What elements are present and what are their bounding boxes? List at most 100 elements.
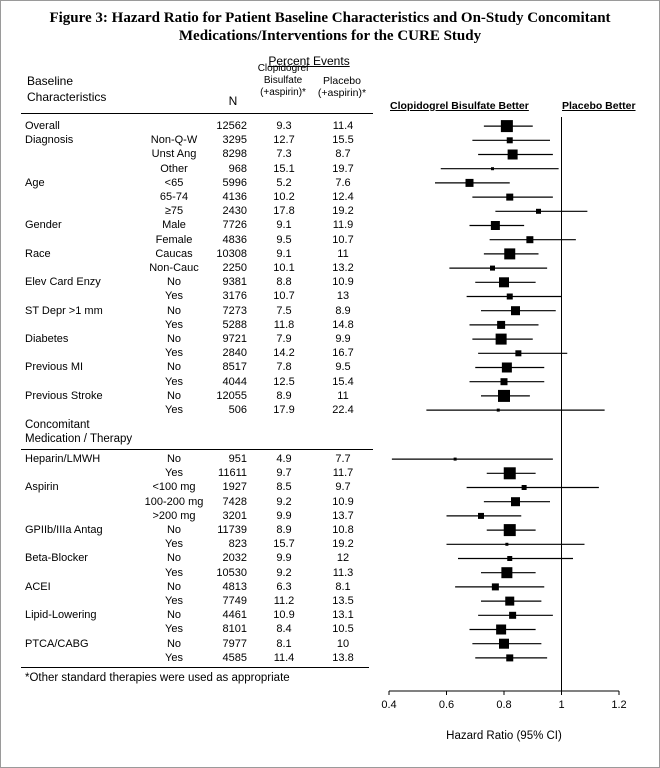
row-placebo-pct: 13.1 [332,609,354,622]
row-subgroup: Yes [165,375,183,388]
row-placebo-pct: 13.2 [332,262,354,274]
row-clopidogrel-pct: 17.9 [273,404,295,416]
row-subgroup: 100-200 mg [144,495,204,508]
hr-marker [504,248,516,260]
row-subgroup: No [166,637,182,650]
row-subgroup: Yes [165,467,183,480]
table-row: Other 968 15.1 19.7 [1,162,373,176]
row-n-value: 12055 [216,389,247,402]
table-row: PTCA/CABG No 7977 8.1 10 [1,637,373,651]
row-subgroup: Yes [165,290,183,303]
row-placebo-pct: 7.6 [335,176,351,189]
row-n-value: 4836 [222,233,247,246]
row-n-value: 7977 [222,637,247,650]
hr-marker [465,178,474,187]
row-clopidogrel-pct: 10.1 [273,262,295,274]
row-category: Beta-Blocker [25,552,88,565]
hr-marker [515,350,522,357]
axis-tick-label: 0.8 [496,699,511,711]
row-clopidogrel-pct: 9.3 [276,120,292,132]
row-subgroup: No [166,304,182,317]
row-clopidogrel-pct: 11.8 [273,318,295,331]
row-subgroup: Non-Q-W [150,134,198,147]
row-subgroup: Male [162,219,186,232]
hazard-ratio-axis-label: Hazard Ratio (95% CI) [446,730,562,742]
table-row: Diagnosis Non-Q-W 3295 12.7 15.5 [1,133,373,147]
n-column-header: N [228,94,238,108]
row-category: Gender [25,219,62,232]
hr-marker [507,149,518,160]
hr-marker [505,596,515,606]
row-n-value: 4813 [222,580,247,593]
row-subgroup: <65 [164,176,184,189]
row-n-value: 10308 [216,247,247,260]
row-n-value: 7273 [222,304,247,317]
row-placebo-pct: 10.5 [332,623,354,636]
row-n-value: 4585 [222,651,247,664]
row-clopidogrel-pct: 8.1 [276,637,292,650]
hr-marker [491,167,494,171]
clopidogrel-column-header: Clopidogrel Bisulfate (+aspirin)* [257,63,309,98]
row-placebo-pct: 14.8 [332,318,354,331]
row-n-value: 11739 [217,524,247,536]
table-row: GPIIb/IIIa Antag No 11739 8.9 10.8 [1,523,373,537]
row-n-value: 951 [228,453,247,465]
row-n-value: 3295 [222,134,247,147]
axis-tick-label: 0.4 [381,699,396,711]
hr-marker [521,485,527,490]
row-category: Aspirin [25,481,59,494]
row-placebo-pct: 11.3 [332,566,354,579]
table-row: Yes 7749 11.2 13.5 [1,594,373,608]
concomitant-divider [21,449,373,450]
row-placebo-pct: 10.9 [332,495,354,508]
row-placebo-pct: 11.7 [332,467,354,480]
table-row: Yes 3176 10.7 13 [1,289,373,303]
row-clopidogrel-pct: 8.8 [276,276,292,289]
hr-marker [501,567,513,579]
hr-marker [511,306,520,316]
row-category: Diagnosis [25,134,74,147]
figure-title: Figure 3: Hazard Ratio for Patient Basel… [1,9,659,45]
row-subgroup: Female [155,233,193,246]
table-row: Non-Cauc 2250 10.1 13.2 [1,261,373,275]
row-clopidogrel-pct: 5.2 [276,176,292,189]
row-n-value: 9381 [222,276,247,289]
hr-marker [536,208,541,214]
row-n-value: 3201 [222,509,247,522]
table-row: Yes 4585 11.4 13.8 [1,651,373,665]
table-row: Race Caucas 10308 9.1 11 [1,247,373,261]
row-placebo-pct: 7.7 [335,453,351,465]
row-placebo-pct: 11.9 [332,219,354,232]
hr-marker [509,611,517,619]
row-clopidogrel-pct: 9.7 [276,467,292,480]
hr-marker [503,467,516,480]
table-row: Beta-Blocker No 2032 9.9 12 [1,551,373,565]
row-placebo-pct: 9.9 [335,333,351,345]
placebo-column-header: Placebo (+aspirin)* [317,75,367,99]
row-clopidogrel-pct: 10.7 [273,290,295,303]
table-row: Yes 11611 9.7 11.7 [1,466,373,480]
row-clopidogrel-pct: 9.2 [276,566,292,579]
row-subgroup: Yes [165,566,183,579]
row-n-value: 8517 [222,361,247,374]
row-placebo-pct: 13 [336,290,350,303]
hr-marker [506,293,513,300]
row-clopidogrel-pct: 7.8 [276,361,292,374]
row-category: Diabetes [25,333,69,345]
row-placebo-pct: 19.7 [332,162,354,175]
table-row: Aspirin <100 mg 1927 8.5 9.7 [1,480,373,494]
hr-marker [496,624,507,635]
header-divider [21,113,373,114]
row-clopidogrel-pct: 15.1 [273,162,295,175]
row-placebo-pct: 13.8 [332,651,354,664]
row-placebo-pct: 10.8 [332,524,354,536]
table-row: ≥75 2430 17.8 19.2 [1,204,373,218]
row-placebo-pct: 9.7 [335,481,351,494]
row-n-value: 8298 [222,148,247,161]
row-placebo-pct: 11 [337,247,349,260]
row-category: Lipid-Lowering [25,609,97,622]
row-clopidogrel-pct: 15.7 [273,538,295,551]
row-placebo-pct: 12.4 [332,191,354,203]
row-category: Previous MI [25,361,84,374]
